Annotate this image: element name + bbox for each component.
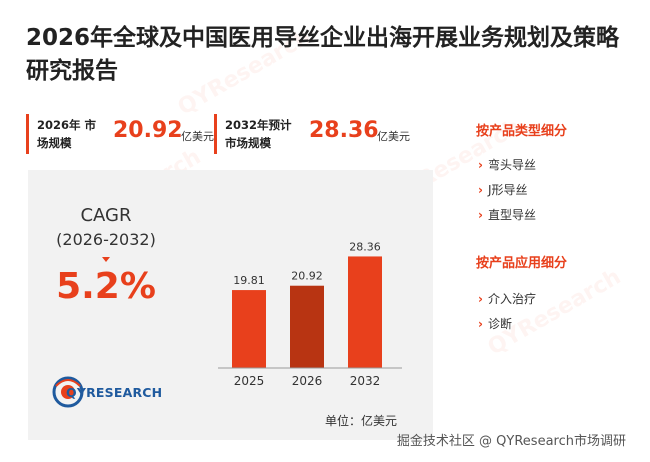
chevron-right-icon: › <box>478 158 483 172</box>
footer-credit: 掘金技术社区 @ QYResearch市场调研 <box>396 434 626 449</box>
stat-value: 20.92 <box>113 118 183 143</box>
chevron-right-icon: › <box>478 292 483 306</box>
bar-2026 <box>290 285 324 368</box>
chevron-right-icon: › <box>478 208 483 222</box>
page-title: 2026年全球及中国医用导丝企业出海开展业务规划及策略研究报告 <box>26 25 620 84</box>
type-item: › 直型导丝 <box>478 206 536 223</box>
data-label-2025: 19.81 <box>233 274 265 287</box>
tick-label-2025: 2025 <box>234 374 265 388</box>
watermark: QYResearch <box>483 264 626 361</box>
type-item: › J形导丝 <box>478 181 528 198</box>
stat-2032: 2032年预计 市场规模 28.36 亿美元 <box>214 114 423 154</box>
stat-label: 2032年预计 市场规模 <box>225 118 292 150</box>
cagr-range: (2026-2032) <box>56 230 156 249</box>
tick-label-2032: 2032 <box>350 374 381 388</box>
chevron-right-icon: › <box>478 183 483 197</box>
type-item-label: 直型导丝 <box>487 208 536 222</box>
data-label-2032: 28.36 <box>349 240 381 253</box>
cagr-label: CAGR <box>80 205 132 226</box>
cagr-value: 5.2% <box>56 266 156 307</box>
stat-label: 2026年 市场规模 <box>37 118 97 150</box>
application-item-label: 诊断 <box>487 317 512 331</box>
application-item: › 诊断 <box>478 315 512 332</box>
data-label-2026: 20.92 <box>291 270 323 283</box>
type-segment-heading: 按产品类型细分 <box>476 124 568 139</box>
stat-2026: 2026年 市场规模 20.92 亿美元 <box>26 114 215 154</box>
application-item: › 介入治疗 <box>478 290 536 307</box>
stat-value: 28.36 <box>309 118 379 143</box>
stat-unit: 亿美元 <box>181 130 214 143</box>
bar-2025 <box>232 290 266 368</box>
cagr-arrow-icon <box>102 257 110 262</box>
bar-2032 <box>348 256 382 368</box>
application-segment-heading: 按产品应用细分 <box>476 256 568 271</box>
stat-unit: 亿美元 <box>377 130 410 143</box>
type-item-label: J形导丝 <box>487 183 528 197</box>
tick-label-2026: 2026 <box>292 374 323 388</box>
qyresearch-logo-icon <box>52 376 84 408</box>
logo-text: QYRESEARCH <box>66 385 163 400</box>
chevron-right-icon: › <box>478 317 483 331</box>
unit-label: 单位：亿美元 <box>325 414 398 428</box>
bar-chart: 19.81 2025 20.92 2026 28.36 2032 <box>218 240 402 388</box>
type-item-label: 弯头导丝 <box>487 158 536 172</box>
type-item: › 弯头导丝 <box>478 156 536 173</box>
application-item-label: 介入治疗 <box>487 292 536 306</box>
